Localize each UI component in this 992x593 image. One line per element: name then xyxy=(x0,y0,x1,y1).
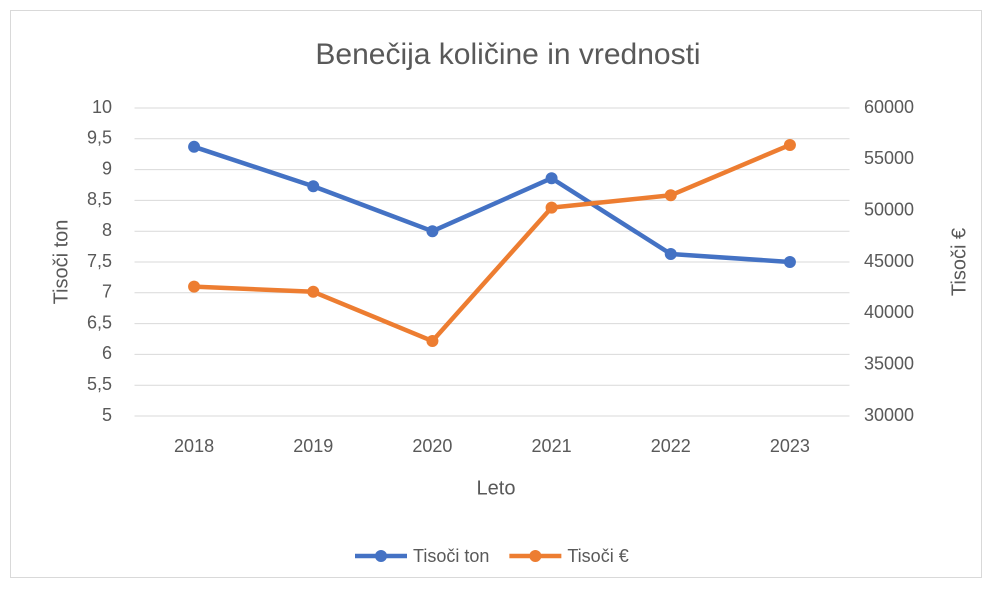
data-point xyxy=(307,285,320,298)
data-point xyxy=(188,280,201,293)
x-tick-label: 2020 xyxy=(412,436,452,456)
legend-label: Tisoči ton xyxy=(413,546,489,566)
y-tick-label: 8,5 xyxy=(87,189,112,209)
y-tick-label: 7 xyxy=(102,282,112,302)
y2-tick-label: 40000 xyxy=(864,302,914,322)
data-point xyxy=(188,140,201,153)
y-tick-label: 6 xyxy=(102,343,112,363)
x-tick-label: 2018 xyxy=(174,436,214,456)
data-point xyxy=(307,180,320,193)
data-point xyxy=(783,138,796,151)
x-tick-label: 2023 xyxy=(770,436,810,456)
x-axis-title: Leto xyxy=(477,477,516,499)
data-point xyxy=(545,172,558,185)
legend-label: Tisoči € xyxy=(567,546,628,566)
x-tick-label: 2022 xyxy=(651,436,691,456)
data-point xyxy=(783,256,796,268)
legend-marker xyxy=(375,550,387,562)
y-tick-label: 7,5 xyxy=(87,251,112,271)
x-tick-label: 2021 xyxy=(532,436,572,456)
series-line xyxy=(191,142,793,344)
y2-tick-label: 45000 xyxy=(864,251,914,271)
y-tick-label: 6,5 xyxy=(87,312,112,332)
y2-tick-label: 50000 xyxy=(864,199,914,219)
x-tick-label: 2019 xyxy=(293,436,333,456)
data-point xyxy=(426,335,439,348)
chart-border xyxy=(10,10,982,578)
series-line xyxy=(191,144,793,265)
y-tick-label: 5 xyxy=(102,405,112,425)
y-tick-label: 9,5 xyxy=(87,128,112,148)
y2-tick-label: 60000 xyxy=(864,97,914,117)
chart-title: Benečija količine in vrednosti xyxy=(315,38,700,71)
data-point xyxy=(664,247,677,260)
y2-tick-label: 30000 xyxy=(864,405,914,425)
y-tick-label: 9 xyxy=(102,158,112,178)
legend-marker xyxy=(529,550,542,562)
y2-tick-label: 35000 xyxy=(864,353,914,373)
data-point xyxy=(664,189,677,202)
y-tick-label: 5,5 xyxy=(87,374,112,394)
data-point xyxy=(426,225,439,238)
y-tick-label: 8 xyxy=(102,220,112,240)
y-axis-title: Tisoči ton xyxy=(50,220,72,305)
y2-axis-title: Tisoči € xyxy=(948,228,970,296)
data-point xyxy=(545,201,558,214)
y2-tick-label: 55000 xyxy=(864,148,914,168)
y-tick-label: 10 xyxy=(92,97,112,117)
